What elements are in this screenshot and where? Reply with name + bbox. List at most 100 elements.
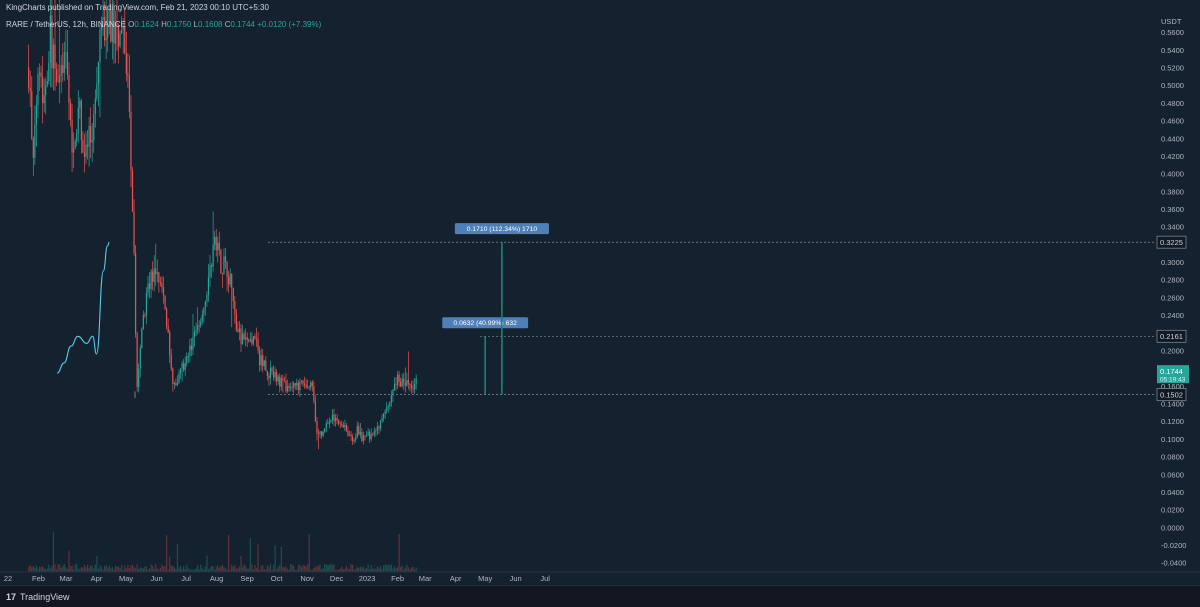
y-tick-label: 0.3600	[1161, 205, 1184, 214]
volume-bar	[394, 566, 395, 572]
y-tick-label: 0.1400	[1161, 400, 1184, 409]
volume-bar	[377, 566, 378, 572]
volume-bar	[106, 565, 107, 572]
volume-bar	[151, 564, 152, 572]
volume-bar	[371, 565, 372, 572]
volume-bar	[278, 567, 279, 572]
y-tick-label: 0.4200	[1161, 152, 1184, 161]
volume-bar	[399, 534, 400, 572]
x-tick-label: Jul	[540, 574, 550, 583]
symbol-legend[interactable]: RARE / TetherUS, 12h, BINANCE O0.1624 H0…	[6, 20, 321, 29]
volume-bar	[178, 567, 179, 572]
volume-bar	[30, 565, 31, 572]
volume-bar	[309, 534, 310, 572]
volume-bar	[257, 544, 258, 572]
volume-bar	[324, 564, 325, 572]
volume-bar	[129, 568, 130, 572]
volume-bar	[217, 565, 218, 572]
x-tick-label: Aug	[210, 574, 223, 583]
y-tick-label: 0.1000	[1161, 435, 1184, 444]
y-tick-label: 0.0000	[1161, 523, 1184, 532]
volume-bar	[231, 565, 232, 572]
candle	[137, 332, 138, 392]
volume-bar	[121, 565, 122, 572]
volume-bar	[318, 566, 319, 572]
volume-bar	[267, 565, 268, 572]
volume-bar	[315, 567, 316, 572]
volume-bar	[329, 565, 330, 572]
x-tick-label: Apr	[91, 574, 103, 583]
y-tick-label: -0.0200	[1161, 541, 1186, 550]
volume-bar	[374, 568, 375, 572]
x-tick-label: Mar	[60, 574, 73, 583]
high-value: 0.1750	[167, 20, 191, 29]
y-tick-label: 0.4800	[1161, 99, 1184, 108]
volume-bar	[146, 566, 147, 572]
volume-bar	[200, 565, 201, 572]
volume-bar	[127, 565, 128, 572]
volume-bar	[250, 538, 251, 572]
volume-bar	[166, 535, 167, 572]
volume-bar	[236, 569, 237, 572]
volume-bar	[64, 564, 65, 572]
volume-bar	[144, 567, 145, 572]
volume-bar	[360, 566, 361, 572]
price-chart[interactable]: 0.0632 (40.99%) 632 0.1710 (112.34%) 1710…	[0, 0, 1200, 585]
volume-bar	[28, 567, 29, 572]
volume-bar	[400, 567, 401, 572]
volume-bar	[386, 565, 387, 572]
volume-bar	[333, 564, 334, 572]
x-tick-label: 22	[4, 574, 12, 583]
volume-bar	[39, 567, 40, 572]
y-tick-label: 0.5000	[1161, 81, 1184, 90]
volume-bar	[307, 564, 308, 572]
volume-bar	[183, 566, 184, 572]
volume-bar	[186, 565, 187, 572]
y-tick-label: 0.0200	[1161, 506, 1184, 515]
volume-bar	[132, 565, 133, 572]
volume-bar	[163, 566, 164, 572]
volume-bar	[378, 568, 379, 572]
volume-bar	[140, 568, 141, 572]
volume-bar	[340, 568, 341, 572]
volume-bar	[270, 564, 271, 572]
volume-bar	[361, 567, 362, 572]
x-tick-label: Mar	[419, 574, 432, 583]
level-tag: 0.1502	[1157, 389, 1186, 401]
x-tick-label: Oct	[271, 574, 284, 583]
svg-text:0.0632 (40.99%) 632: 0.0632 (40.99%) 632	[453, 320, 517, 327]
volume-bar	[383, 565, 384, 572]
svg-text:0.1710 (112.34%) 1710: 0.1710 (112.34%) 1710	[467, 226, 538, 233]
volume-bar	[261, 566, 262, 572]
volume-bar	[206, 555, 207, 572]
volume-bar	[293, 566, 294, 572]
y-tick-label: 0.2400	[1161, 311, 1184, 320]
y-tick-label: 0.2800	[1161, 276, 1184, 285]
volume-bar	[93, 568, 94, 572]
volume-bar	[275, 545, 276, 572]
y-tick-label: 0.2600	[1161, 293, 1184, 302]
volume-bar	[118, 567, 119, 572]
volume-bar	[53, 533, 54, 572]
candle	[220, 249, 221, 274]
volume-bar	[292, 565, 293, 572]
volume-bar	[143, 568, 144, 572]
volume-bar	[34, 568, 35, 572]
volume-bar	[380, 566, 381, 572]
volume-bar	[234, 565, 235, 572]
volume-bar	[313, 568, 314, 572]
volume-bar	[323, 568, 324, 572]
volume-bar	[357, 567, 358, 572]
tradingview-logo[interactable]: 17 TradingView	[6, 592, 70, 602]
volume-bar	[220, 566, 221, 572]
volume-bar	[228, 535, 229, 572]
y-tick-label: 0.5600	[1161, 28, 1184, 37]
price-axis[interactable]: 0.56000.54000.52000.50000.48000.46000.44…	[1155, 0, 1200, 585]
change-value: +0.0120 (+7.39%)	[257, 20, 321, 29]
volume-bar	[90, 565, 91, 572]
volume-bar	[59, 564, 60, 572]
volume-bar	[416, 567, 417, 572]
volume-bar	[346, 566, 347, 572]
volume-bar	[245, 566, 246, 572]
volume-bar	[306, 566, 307, 572]
